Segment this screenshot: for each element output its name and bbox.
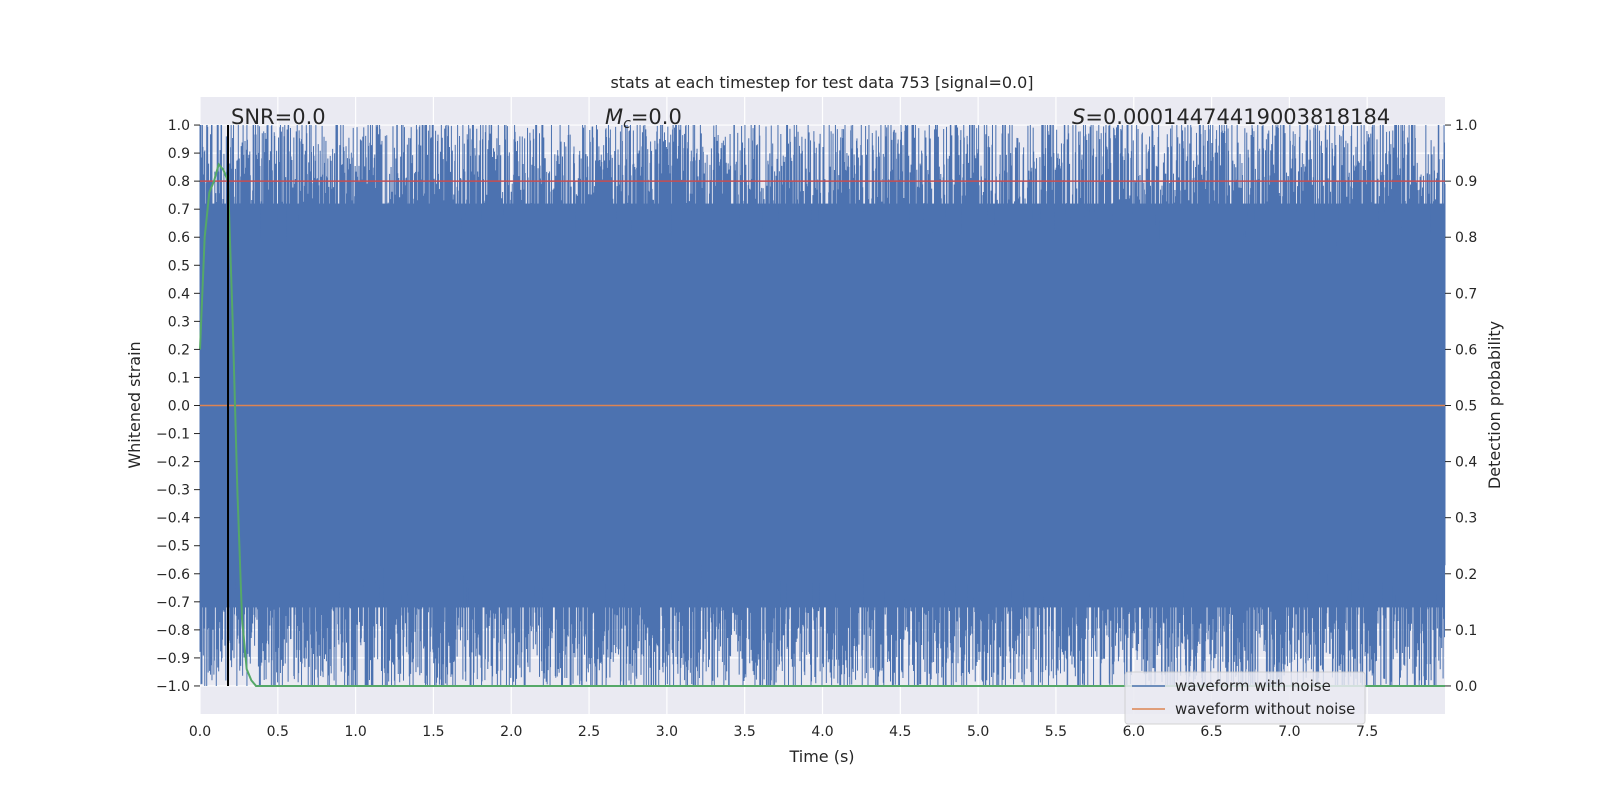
y-right-tick-label: 0.5 bbox=[1455, 399, 1477, 415]
chirp-mass-annotation: Mc=0.0 bbox=[605, 105, 682, 132]
s-value: =0.00014474419003818184 bbox=[1085, 105, 1390, 129]
y-left-tick-label: −0.8 bbox=[156, 623, 190, 639]
legend-label-clean: waveform without noise bbox=[1175, 700, 1355, 718]
y-left-tick-label: −0.1 bbox=[156, 427, 190, 443]
s-symbol: S bbox=[1072, 105, 1085, 129]
legend: waveform with noise waveform without noi… bbox=[1124, 671, 1366, 725]
y-left-tick-label: 0.5 bbox=[168, 258, 190, 274]
y-left-tick-label: 0.8 bbox=[168, 174, 190, 190]
x-tick-label: 6.0 bbox=[1123, 724, 1145, 740]
x-tick-label: 5.5 bbox=[1045, 724, 1067, 740]
chirp-mass-symbol: M bbox=[605, 105, 623, 129]
x-tick-label: 2.5 bbox=[578, 724, 600, 740]
y-right-tick-label: 0.1 bbox=[1455, 623, 1477, 639]
x-tick-label: 0.0 bbox=[189, 724, 211, 740]
s-annotation: S=0.00014474419003818184 bbox=[1072, 105, 1390, 129]
y-right-tick-label: 0.2 bbox=[1455, 567, 1477, 583]
y-axis-right-label: Detection probability bbox=[1485, 321, 1504, 489]
x-tick-label: 0.5 bbox=[267, 724, 289, 740]
overlay-lines-layer bbox=[199, 125, 1445, 687]
x-tick-label: 4.5 bbox=[889, 724, 911, 740]
y-left-tick-label: −0.9 bbox=[156, 651, 190, 667]
x-tick-label: 2.0 bbox=[500, 724, 522, 740]
y-right-tick-label: 0.7 bbox=[1455, 286, 1477, 302]
y-left-tick-label: 0.4 bbox=[168, 286, 190, 302]
x-tick-label: 3.5 bbox=[734, 724, 756, 740]
y-left-tick-label: −0.5 bbox=[156, 539, 190, 555]
legend-box bbox=[1124, 671, 1366, 725]
x-axis-label: Time (s) bbox=[788, 747, 854, 766]
y-left-tick-label: 0.3 bbox=[168, 314, 190, 330]
y-left-tick-label: −0.7 bbox=[156, 595, 190, 611]
x-tick-label: 3.0 bbox=[656, 724, 678, 740]
y-right-tick-label: 0.6 bbox=[1455, 342, 1477, 358]
snr-annotation: SNR=0.0 bbox=[231, 105, 326, 129]
y-right-tick-label: 0.9 bbox=[1455, 174, 1477, 190]
x-tick-label: 7.0 bbox=[1278, 724, 1300, 740]
x-tick-label: 5.0 bbox=[967, 724, 989, 740]
x-tick-label: 1.5 bbox=[422, 724, 444, 740]
x-tick-label: 1.0 bbox=[344, 724, 366, 740]
y-left-tick-label: 0.2 bbox=[168, 342, 190, 358]
y-left-tick-label: 0.1 bbox=[168, 370, 190, 386]
detection-probability-line bbox=[199, 162, 1445, 687]
y-left-tick-label: −0.2 bbox=[156, 455, 190, 471]
x-tick-label: 7.5 bbox=[1356, 724, 1378, 740]
y-right-tick-label: 0.8 bbox=[1455, 230, 1477, 246]
y-left-tick-label: 1.0 bbox=[168, 118, 190, 134]
chirp-mass-value: =0.0 bbox=[631, 105, 682, 129]
y-right-tick-label: 0.0 bbox=[1455, 679, 1477, 695]
y-right-tick-label: 0.3 bbox=[1455, 511, 1477, 527]
y-left-tick-label: 0.7 bbox=[168, 202, 190, 218]
chirp-mass-subscript: c bbox=[623, 116, 631, 132]
y-left-tick-label: −0.3 bbox=[156, 483, 190, 499]
y-left-tick-label: −0.4 bbox=[156, 511, 190, 527]
y-left-tick-label: 0.0 bbox=[168, 399, 190, 415]
y-right-tick-label: 1.0 bbox=[1455, 118, 1477, 134]
legend-label-noise: waveform with noise bbox=[1175, 677, 1331, 695]
x-tick-label: 6.5 bbox=[1200, 724, 1222, 740]
axes-layer: 0.0 0.5 1.0 1.5 2.0 2.5 3.0 3.5 4.0 4.5 5.0 5.5 6.0 6… bbox=[156, 118, 1477, 740]
y-left-tick-label: 0.9 bbox=[168, 146, 190, 162]
x-tick-label: 4.0 bbox=[811, 724, 833, 740]
y-axis-left-label: Whitened strain bbox=[125, 341, 144, 468]
y-left-tick-label: −1.0 bbox=[156, 679, 190, 695]
y-left-tick-label: −0.6 bbox=[156, 567, 190, 583]
waveform-with-noise-line bbox=[199, 125, 1446, 686]
chart-title: stats at each timestep for test data 753… bbox=[610, 73, 1033, 92]
y-right-tick-label: 0.4 bbox=[1455, 455, 1477, 471]
y-left-tick-label: 0.6 bbox=[168, 230, 190, 246]
